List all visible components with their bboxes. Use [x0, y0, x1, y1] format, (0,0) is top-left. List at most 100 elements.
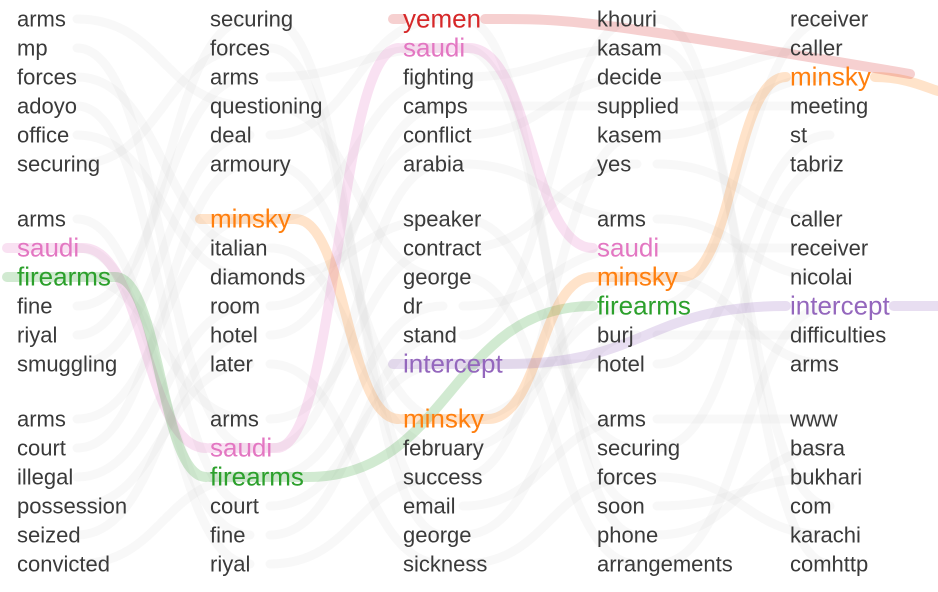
background-topic-flow	[652, 443, 835, 540]
topic-word: camps	[403, 93, 468, 119]
background-topic-flow	[652, 301, 835, 569]
background-topic-flow	[265, 72, 448, 224]
background-topic-flow	[458, 159, 642, 224]
topic-word: fighting	[403, 64, 474, 90]
topic-word: riyal	[17, 322, 58, 348]
topic-word: office	[17, 122, 70, 148]
background-topic-flow	[72, 472, 255, 569]
background-topic-flow	[72, 243, 255, 540]
highlighted-topic-word: minsky	[210, 203, 291, 234]
background-topic-flow	[72, 330, 255, 540]
background-topic-flow	[72, 72, 255, 311]
topic-word: com	[790, 493, 832, 519]
topic-word: court	[210, 493, 259, 519]
background-topic-flow	[652, 472, 835, 540]
topic-word: dr	[403, 293, 423, 319]
background-topic-flow	[265, 214, 448, 282]
background-topic-flow	[652, 43, 835, 82]
topic-word: february	[403, 435, 484, 461]
topic-word: success	[403, 464, 483, 490]
topic-word: email	[403, 493, 456, 519]
topic-word: forces	[597, 464, 657, 490]
topic-word: adoyo	[17, 93, 77, 119]
topic-word: hotel	[597, 351, 645, 377]
background-topic-flow	[265, 472, 448, 569]
background-topic-flow	[265, 359, 448, 569]
background-topic-flow	[458, 43, 642, 511]
highlighted-topic-word: firearms	[17, 261, 111, 292]
background-topic-flow	[652, 43, 835, 511]
topic-word: george	[403, 522, 472, 548]
background-topic-flow	[72, 159, 255, 453]
topic-word: kasam	[597, 35, 662, 61]
topic-word: burj	[597, 322, 634, 348]
topic-word: fine	[210, 522, 246, 548]
background-topic-flow	[265, 43, 448, 511]
background-topic-flow	[72, 72, 255, 253]
background-topic-flow	[652, 472, 835, 511]
background-topic-flow	[72, 101, 255, 511]
topic-word: hotel	[210, 322, 258, 348]
background-topic-flow	[458, 301, 642, 424]
background-topic-flow	[265, 159, 448, 424]
background-topic-flow	[72, 43, 255, 169]
background-topic-flow	[265, 359, 448, 511]
background-topic-flow	[265, 330, 448, 540]
topic-word: arms	[597, 206, 646, 232]
firearms-topic-flow	[2, 272, 598, 482]
topic-word: karachi	[790, 522, 861, 548]
topic-word: fine	[17, 293, 53, 319]
topic-word: convicted	[17, 551, 110, 577]
background-topic-flow	[265, 43, 448, 82]
background-topic-flow	[265, 243, 448, 453]
topic-word: phone	[597, 522, 659, 548]
highlighted-topic-word: firearms	[597, 290, 691, 321]
background-topic-flow	[72, 214, 255, 569]
topic-word: arrangements	[597, 551, 733, 577]
topic-word: receiver	[790, 6, 869, 32]
background-topic-flow	[652, 159, 835, 453]
topic-word: george	[403, 264, 472, 290]
highlighted-topic-word: intercept	[790, 290, 890, 321]
topic-word: arms	[17, 406, 66, 432]
topic-word: arms	[210, 64, 259, 90]
background-topic-flow	[458, 272, 642, 453]
topic-word: www	[790, 406, 838, 432]
background-topic-flow	[265, 130, 448, 311]
background-topic-flow	[72, 214, 255, 424]
highlighted-topic-word: saudi	[403, 32, 466, 63]
topic-word: later	[210, 351, 253, 377]
background-topic-flow	[458, 14, 642, 540]
highlighted-topic-word: intercept	[403, 348, 503, 379]
topic-word: diamonds	[210, 264, 306, 290]
background-topic-flow	[652, 159, 835, 224]
background-topic-flow	[652, 214, 835, 282]
topic-word: armoury	[210, 151, 291, 177]
topic-word: decide	[597, 64, 662, 90]
background-topic-flow	[458, 472, 642, 569]
topic-word: soon	[597, 493, 645, 519]
background-topic-flow	[458, 159, 642, 253]
background-topic-flow	[72, 130, 255, 369]
topic-word: room	[210, 293, 261, 319]
background-topic-flow	[72, 130, 255, 282]
highlighted-topic-word: yemen	[403, 3, 482, 34]
background-topic-flow	[265, 101, 448, 340]
topic-word: riyal	[210, 551, 251, 577]
topic-word: difficulties	[790, 322, 887, 348]
background-topic-flow	[72, 301, 255, 482]
background-topic-flow	[652, 14, 835, 569]
topic-word: forces	[210, 35, 270, 61]
saudi-topic-flow	[2, 43, 598, 453]
topic-word: comhttp	[790, 551, 869, 577]
topic-word: contract	[403, 235, 482, 261]
topic-word: possession	[17, 493, 128, 519]
background-topic-flow	[652, 72, 835, 140]
topic-word: tabriz	[790, 151, 844, 177]
topic-word: st	[790, 122, 808, 148]
background-topic-flow	[458, 243, 642, 311]
topic-word: deal	[210, 122, 252, 148]
background-topic-flow	[458, 43, 642, 82]
